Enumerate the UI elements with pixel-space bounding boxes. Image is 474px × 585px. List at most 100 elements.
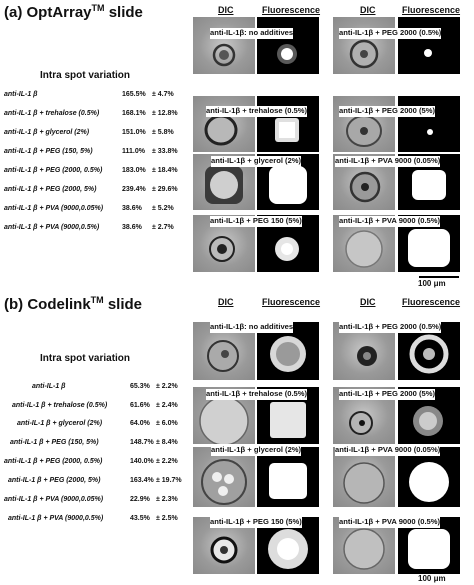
col-header-fluorescence: Fluorescence [262, 5, 321, 15]
dic-cell-shape [205, 166, 243, 204]
row-mean: 163.4% [130, 477, 154, 484]
fluorescence-image [398, 517, 460, 574]
image-caption: anti-IL-1β + PVA 9000 (0.05%) [335, 156, 441, 167]
row-mean: 239.4% [122, 186, 146, 193]
dic-image [333, 447, 395, 507]
panel-b-title-text: (b) Codelink [4, 296, 91, 313]
row-mean: 38.6% [122, 224, 142, 231]
image-caption: anti-IL-1β + glycerol (2%) [211, 445, 302, 456]
row-label: anti-IL-1 β + PVA (9000,0.5%) [4, 224, 100, 231]
image-caption: anti-IL-1β + PEG 150 (5%) [210, 517, 302, 528]
panel-a-title-text: (a) OptArray [4, 4, 92, 21]
dic-cell-shape [346, 115, 382, 147]
row-mean: 183.0% [122, 167, 146, 174]
dic-cell-shape [349, 171, 381, 203]
row-label: anti-IL-1 β + glycerol (2%) [17, 420, 103, 427]
dic-image [333, 17, 395, 74]
fluorescence-image [398, 96, 460, 152]
fluorescence-signal [270, 402, 306, 438]
row-mean: 168.1% [122, 110, 146, 117]
row-sd: ± 2.4% [156, 402, 178, 409]
image-caption: anti-IL-1β + PVA 9000 (0.05%) [335, 445, 441, 456]
row-sd: ± 5.2% [152, 205, 174, 212]
fluorescence-signal [408, 229, 450, 267]
panel-a-title-sup: TM [91, 3, 105, 13]
image-caption: anti-IL-1β: no additives [210, 322, 294, 333]
image-caption: anti-IL-1β + trehalose (0.5%) [206, 389, 308, 400]
panel-b-title: (b) CodelinkTM slide [4, 295, 142, 313]
panel-a-intra-heading: Intra spot variation [40, 70, 131, 81]
dic-image [193, 96, 255, 152]
row-sd: ± 2.2% [156, 383, 178, 390]
image-caption: anti-IL-1β + PEG 2000 (5%) [339, 106, 436, 117]
fluorescence-image [398, 17, 460, 74]
panel-b: (b) CodelinkTM slide Intra spot variatio… [0, 292, 474, 585]
row-label: anti-IL-1 β + PEG (150, 5%) [10, 439, 99, 446]
row-sd: ± 2.3% [156, 496, 178, 503]
dic-cell-shape [210, 536, 238, 564]
fluorescence-image [257, 447, 319, 507]
row-sd: ± 8.4% [156, 439, 178, 446]
panel-b-title-sup: TM [90, 295, 104, 305]
fluorescence-image [398, 447, 460, 507]
image-caption: anti-IL-1β: no additives [210, 28, 294, 39]
fluorescence-image [257, 96, 319, 152]
row-mean: 148.7% [130, 439, 154, 446]
row-sd: ± 5.8% [152, 129, 174, 136]
row-mean: 61.6% [130, 402, 150, 409]
row-sd: ± 2.5% [156, 515, 178, 522]
fluorescence-signal [412, 170, 446, 200]
dic-cell-shape [343, 462, 385, 504]
fluorescence-signal [270, 336, 306, 372]
col-header-dic: DIC [360, 5, 376, 15]
panel-a: (a) OptArrayTM slide Intra spot variatio… [0, 0, 474, 290]
dic-image [333, 96, 395, 152]
col-header-dic: DIC [218, 297, 234, 307]
row-label: anti-IL-1 β + PVA (9000,0.05%) [4, 205, 104, 212]
fluorescence-signal [409, 334, 449, 374]
dic-cell-shape [343, 528, 385, 570]
row-label: anti-IL-1 β + trehalose (0.5%) [4, 110, 100, 117]
dic-cell-shape [201, 459, 247, 505]
image-caption: anti-IL-1β + glycerol (2%) [211, 156, 302, 167]
row-label: anti-IL-1 β [32, 383, 66, 390]
image-caption: anti-IL-1β + trehalose (0.5%) [206, 106, 308, 117]
dic-cell-shape [349, 39, 379, 69]
row-mean: 151.0% [122, 129, 146, 136]
row-label: anti-IL-1 β [4, 91, 38, 98]
dic-image [193, 17, 255, 74]
row-label: anti-IL-1 β + PEG (2000, 0.5%) [4, 167, 103, 174]
fluorescence-signal [275, 237, 299, 261]
row-sd: ± 2.7% [152, 224, 174, 231]
image-caption: anti-IL-1β + PEG 2000 (0.5%) [339, 28, 442, 39]
fluorescence-signal [275, 118, 299, 142]
panel-b-title-tail: slide [103, 296, 143, 313]
col-header-dic: DIC [218, 5, 234, 15]
image-caption: anti-IL-1β + PEG 150 (5%) [210, 216, 302, 227]
dic-image [193, 447, 255, 507]
row-mean: 65.3% [130, 383, 150, 390]
scale-bar [419, 276, 459, 278]
col-header-fluorescence: Fluorescence [402, 5, 461, 15]
row-sd: ± 29.6% [152, 186, 178, 193]
dic-cell-shape [349, 411, 373, 435]
row-mean: 64.0% [130, 420, 150, 427]
fluorescence-signal [268, 529, 308, 569]
row-mean: 22.9% [130, 496, 150, 503]
fluorescence-image [257, 17, 319, 74]
row-label: anti-IL-1 β + PVA (9000,0.05%) [4, 496, 104, 503]
row-label: anti-IL-1 β + PVA (9000,0.5%) [8, 515, 104, 522]
fluorescence-signal [277, 44, 297, 64]
panel-a-title-tail: slide [104, 4, 143, 21]
row-mean: 43.5% [130, 515, 150, 522]
row-label: anti-IL-1 β + PEG (2000, 5%) [4, 186, 97, 193]
dic-cell-shape [357, 346, 377, 366]
fluorescence-signal [427, 129, 433, 135]
row-sd: ± 6.0% [156, 420, 178, 427]
dic-image [193, 154, 255, 210]
row-mean: 111.0% [122, 148, 145, 155]
fluorescence-signal [408, 529, 450, 569]
image-caption: anti-IL-1β + PVA 9000 (0.5%) [339, 517, 441, 528]
row-sd: ± 18.4% [152, 167, 178, 174]
row-sd: ± 2.2% [156, 458, 178, 465]
